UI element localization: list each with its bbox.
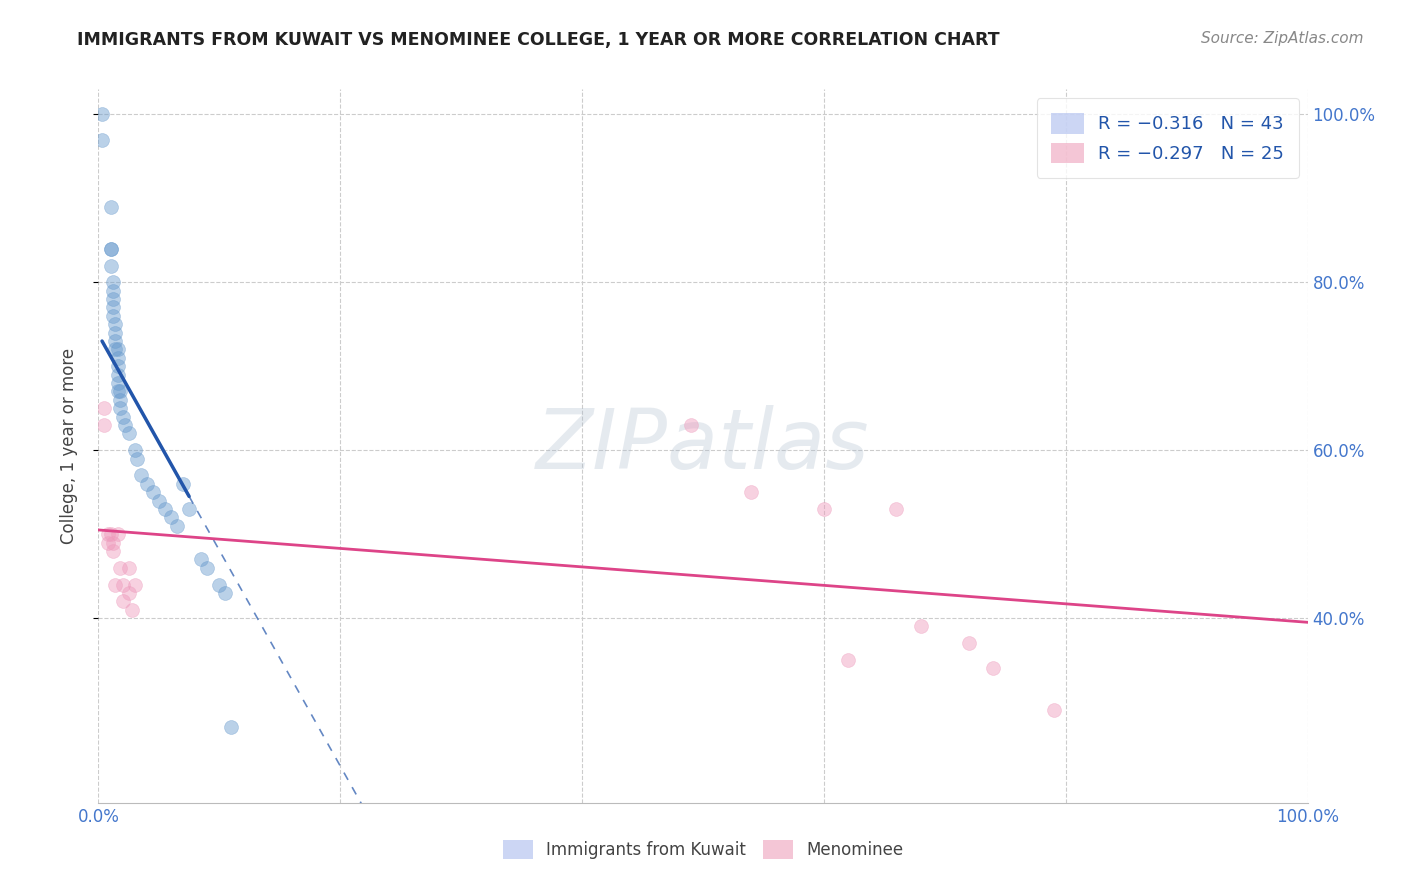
Point	[124, 577, 146, 591]
Point	[101, 535, 124, 549]
Point	[100, 259, 122, 273]
Point	[160, 510, 183, 524]
Point	[107, 368, 129, 382]
Point	[104, 318, 127, 332]
Point	[107, 359, 129, 374]
Point	[172, 476, 194, 491]
Point	[101, 309, 124, 323]
Point	[93, 401, 115, 416]
Point	[190, 552, 212, 566]
Point	[166, 518, 188, 533]
Point	[91, 107, 114, 121]
Point	[101, 292, 124, 306]
Point	[107, 527, 129, 541]
Point	[1042, 703, 1064, 717]
Point	[111, 577, 134, 591]
Point	[910, 619, 932, 633]
Point	[104, 577, 127, 591]
Text: ZIPatlas: ZIPatlas	[536, 406, 870, 486]
Point	[100, 200, 122, 214]
Point	[981, 661, 1004, 675]
Point	[208, 577, 231, 591]
Point	[104, 334, 127, 348]
Point	[107, 351, 129, 365]
Point	[107, 343, 129, 357]
Point	[100, 527, 122, 541]
Point	[957, 636, 980, 650]
Point	[129, 468, 152, 483]
Point	[118, 560, 141, 574]
Point	[124, 443, 146, 458]
Point	[142, 485, 165, 500]
Point	[837, 653, 859, 667]
Point	[118, 586, 141, 600]
Point	[740, 485, 762, 500]
Point	[195, 560, 218, 574]
Point	[148, 493, 170, 508]
Point	[135, 476, 157, 491]
Point	[104, 326, 127, 340]
Point	[108, 392, 131, 407]
Point	[101, 284, 124, 298]
Point	[679, 417, 702, 432]
Point	[179, 502, 201, 516]
Y-axis label: College, 1 year or more: College, 1 year or more	[59, 348, 77, 544]
Point	[101, 301, 124, 315]
Point	[108, 560, 131, 574]
Point	[108, 384, 131, 399]
Point	[91, 132, 114, 146]
Point	[813, 502, 835, 516]
Point	[100, 242, 122, 256]
Point	[104, 343, 127, 357]
Point	[108, 401, 131, 416]
Point	[100, 242, 122, 256]
Point	[107, 384, 129, 399]
Point	[101, 275, 124, 289]
Point	[107, 376, 129, 390]
Point	[153, 502, 176, 516]
Point	[114, 417, 136, 432]
Point	[121, 603, 143, 617]
Point	[93, 417, 115, 432]
Point	[97, 535, 120, 549]
Point	[111, 409, 134, 424]
Point	[97, 527, 120, 541]
Point	[127, 451, 149, 466]
Point	[101, 544, 124, 558]
Point	[214, 586, 236, 600]
Point	[111, 594, 134, 608]
Text: IMMIGRANTS FROM KUWAIT VS MENOMINEE COLLEGE, 1 YEAR OR MORE CORRELATION CHART: IMMIGRANTS FROM KUWAIT VS MENOMINEE COLL…	[77, 31, 1000, 49]
Point	[886, 502, 908, 516]
Point	[221, 720, 243, 734]
Legend: Immigrants from Kuwait, Menominee: Immigrants from Kuwait, Menominee	[496, 833, 910, 866]
Text: Source: ZipAtlas.com: Source: ZipAtlas.com	[1201, 31, 1364, 46]
Point	[118, 426, 141, 441]
